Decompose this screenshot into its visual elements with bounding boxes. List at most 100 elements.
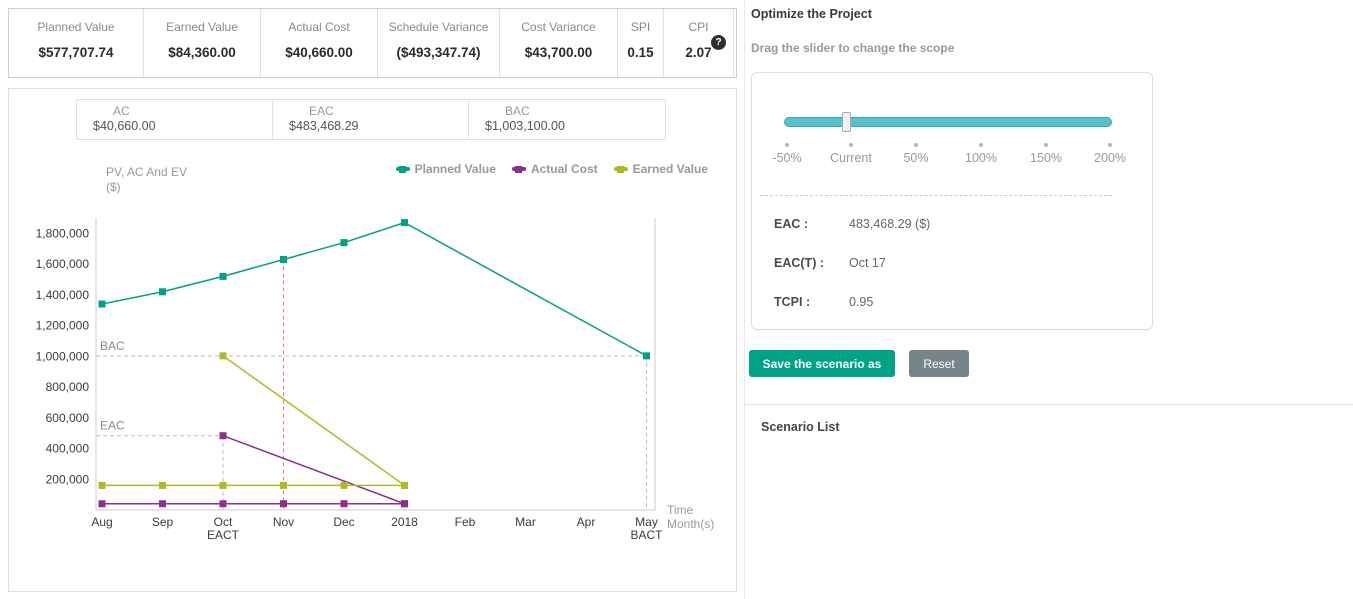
earned-value-legend-marker-icon	[613, 165, 628, 173]
slider-tick-dot	[1108, 143, 1112, 147]
slider-tick-dot	[785, 143, 789, 147]
stat-schedule-variance: Schedule Variance ($493,347.74)	[378, 9, 500, 77]
evm-summary-bar: Planned Value $577,707.74 Earned Value $…	[8, 8, 737, 78]
substat-label: AC	[113, 104, 130, 118]
stat-value: ($493,347.74)	[396, 45, 481, 60]
stat-label: CPI	[688, 20, 709, 34]
slider-label-minus50: -50%	[772, 151, 802, 165]
substat-ac: AC $40,660.00	[77, 100, 273, 139]
stat-value: $43,700.00	[524, 45, 593, 60]
stat-value: $40,660.00	[285, 45, 353, 60]
stat-cpi: CPI 2.07	[664, 9, 734, 77]
svg-text:1,600,000: 1,600,000	[36, 257, 90, 271]
stat-value: 0.15	[627, 45, 654, 60]
svg-text:Oct: Oct	[214, 515, 233, 529]
stat-planned-value: Planned Value $577,707.74	[9, 9, 144, 77]
help-icon[interactable]: ?	[711, 35, 726, 50]
optimize-subtitle: Drag the slider to change the scope	[751, 41, 955, 55]
metric-value: Oct 17	[849, 256, 886, 270]
svg-text:BAC: BAC	[100, 339, 125, 353]
stat-actual-cost: Actual Cost $40,660.00	[261, 9, 378, 77]
svg-text:BACT: BACT	[630, 528, 663, 542]
legend-label: Planned Value	[414, 162, 496, 176]
svg-text:Apr: Apr	[577, 515, 596, 529]
optimize-panel: Optimize the Project Drag the slider to …	[744, 0, 1353, 599]
legend-label: Actual Cost	[530, 162, 598, 176]
slider-label-150: 150%	[1030, 151, 1062, 165]
svg-text:2018: 2018	[391, 515, 418, 529]
svg-text:May: May	[635, 515, 658, 529]
planned-value-legend-marker-icon	[395, 165, 410, 173]
svg-text:Dec: Dec	[333, 515, 354, 529]
stat-label: Cost Variance	[521, 20, 596, 34]
svg-text:Sep: Sep	[152, 515, 174, 529]
svg-text:Feb: Feb	[455, 515, 476, 529]
evm-line-chart: 200,000 400,000 600,000 800,000 1,000,000 1,2…	[36, 218, 714, 542]
stat-value: $84,360.00	[168, 45, 236, 60]
metric-label: TCPI :	[774, 295, 811, 309]
svg-text:Mar: Mar	[515, 515, 536, 529]
svg-text:Aug: Aug	[91, 515, 112, 529]
stat-label: Actual Cost	[288, 20, 350, 34]
panel-divider	[745, 404, 1353, 405]
svg-text:800,000: 800,000	[46, 380, 90, 394]
metric-eact: EAC(T) : Oct 17	[752, 256, 1152, 272]
chart-legend: Planned Value Actual Cost Earned Value	[380, 162, 708, 176]
metric-label: EAC :	[774, 217, 809, 231]
save-scenario-button[interactable]: Save the scenario as	[749, 350, 895, 377]
svg-text:Nov: Nov	[273, 515, 294, 529]
legend-label: Earned Value	[632, 162, 708, 176]
chart-unit-label: ($)	[106, 180, 121, 194]
metric-tcpi: TCPI : 0.95	[752, 295, 1152, 311]
cost-summary-box: AC $40,660.00 EAC $483,468.29 BAC $1,003…	[76, 99, 666, 140]
stat-label: Planned Value	[37, 20, 115, 34]
stat-earned-value: Earned Value $84,360.00	[144, 9, 261, 77]
substat-bac: BAC $1,003,100.00	[469, 100, 665, 139]
actual-cost-legend-marker-icon	[511, 165, 526, 173]
svg-text:1,400,000: 1,400,000	[36, 288, 90, 302]
substat-label: EAC	[309, 104, 334, 118]
chart-title: PV, AC And EV	[106, 165, 187, 179]
slider-label-current: Current	[830, 151, 872, 165]
slider-tick-dot	[979, 143, 983, 147]
stat-label: Earned Value	[166, 20, 238, 34]
chart-panel: AC $40,660.00 EAC $483,468.29 BAC $1,003…	[8, 88, 737, 592]
legend-item-actual-cost[interactable]: Actual Cost	[511, 162, 598, 176]
slider-label-50: 50%	[903, 151, 929, 165]
scenario-list-title: Scenario List	[761, 420, 840, 434]
svg-text:Time: Time	[667, 503, 694, 517]
card-divider	[760, 195, 1112, 196]
stat-value: $577,707.74	[38, 45, 114, 60]
svg-text:1,000,000: 1,000,000	[36, 349, 90, 363]
svg-text:1,800,000: 1,800,000	[36, 226, 90, 240]
metric-label: EAC(T) :	[774, 256, 824, 270]
metric-value: 0.95	[849, 295, 874, 309]
svg-text:EAC: EAC	[100, 419, 125, 433]
svg-text:EACT: EACT	[207, 528, 240, 542]
metric-value: 483,468.29 ($)	[849, 217, 931, 231]
scope-slider-handle[interactable]	[842, 112, 851, 132]
substat-value: $1,003,100.00	[485, 119, 565, 133]
slider-tick-dot	[914, 143, 918, 147]
optimize-title: Optimize the Project	[751, 7, 872, 21]
stat-label: SPI	[630, 20, 651, 34]
svg-text:Month(s): Month(s)	[667, 517, 714, 531]
svg-text:1,200,000: 1,200,000	[36, 319, 90, 333]
substat-eac: EAC $483,468.29	[273, 100, 469, 139]
substat-value: $40,660.00	[93, 119, 156, 133]
substat-value: $483,468.29	[289, 119, 359, 133]
stat-label: Schedule Variance	[388, 20, 489, 34]
substat-label: BAC	[505, 104, 530, 118]
svg-text:600,000: 600,000	[46, 411, 90, 425]
scope-slider-track[interactable]	[784, 117, 1112, 127]
metric-eac: EAC : 483,468.29 ($)	[752, 217, 1152, 233]
slider-label-200: 200%	[1094, 151, 1126, 165]
stat-spi: SPI 0.15	[618, 9, 664, 77]
reset-button[interactable]: Reset	[909, 350, 969, 377]
legend-item-planned-value[interactable]: Planned Value	[395, 162, 496, 176]
stat-cost-variance: Cost Variance $43,700.00	[500, 9, 618, 77]
svg-text:400,000: 400,000	[46, 442, 90, 456]
legend-item-earned-value[interactable]: Earned Value	[613, 162, 708, 176]
slider-tick-dot	[849, 143, 853, 147]
